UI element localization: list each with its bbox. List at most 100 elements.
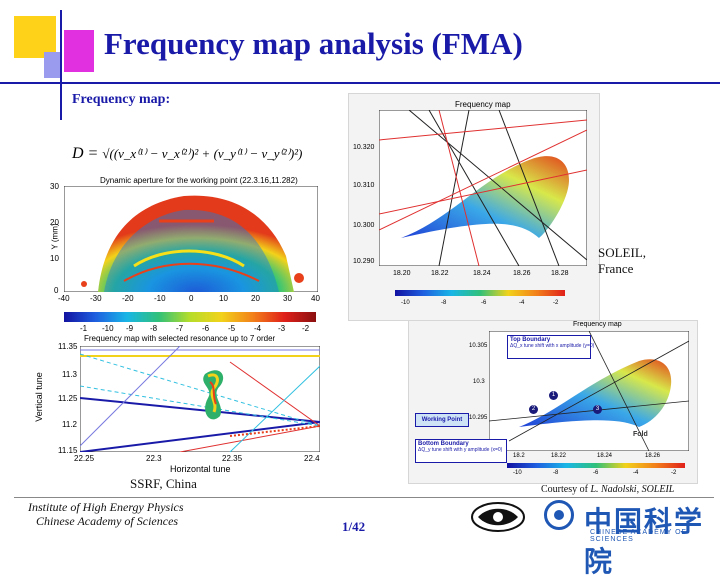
- tune-plot-canvas: [80, 346, 320, 452]
- cbar-tick: -6: [202, 324, 210, 333]
- top-boundary-title: Top Boundary: [510, 337, 551, 343]
- xtick: -10: [154, 294, 166, 303]
- xtick: 18.2: [513, 453, 525, 459]
- xtick: 22.25: [74, 454, 95, 463]
- fold-label: Fold: [633, 431, 648, 438]
- formula-lhs: D =: [72, 145, 103, 162]
- institute-line2: Chinese Academy of Sciences: [36, 514, 179, 528]
- label-ssrf: SSRF, China: [130, 476, 197, 491]
- deco-square-magenta: [64, 30, 94, 72]
- xtick: -40: [58, 294, 70, 303]
- ytick: 11.35: [58, 342, 78, 351]
- cbar-tick: -3: [278, 324, 286, 333]
- xtick: -20: [122, 294, 134, 303]
- ytick: 11.2: [62, 420, 77, 429]
- ytick: 30: [50, 182, 59, 191]
- formula: D = √((ν_x⁽¹⁾ − ν_x⁽²⁾)² + (ν_y⁽¹⁾ − ν_y…: [72, 145, 302, 163]
- xtick: 30: [283, 294, 292, 303]
- xtick: 18.28: [551, 270, 569, 277]
- courtesy-prefix: Courtesy of: [541, 484, 591, 495]
- bottom-boundary-box: Bottom Boundary ΔQ_y tune shift with y a…: [415, 439, 507, 463]
- institute-line1: Institute of High Energy Physics: [28, 500, 184, 514]
- xtick: 0: [189, 294, 194, 303]
- xtick: 18.26: [645, 453, 661, 459]
- ytick: 10.305: [469, 343, 488, 349]
- horizontal-rule: [0, 82, 720, 84]
- page-number: 1/42: [342, 519, 366, 534]
- deco-square-yellow: [14, 16, 56, 58]
- cbar-tick: -8: [150, 324, 158, 333]
- xtick: 18.22: [551, 453, 567, 459]
- working-point-box: Working Point: [415, 413, 469, 427]
- cbar-tick: -6: [481, 300, 487, 306]
- institute-name: Institute of High Energy Physics Chinese…: [28, 500, 184, 528]
- top-boundary-box: Top Boundary ΔQ_x tune shift with x ampl…: [507, 335, 595, 359]
- cbar-tick: -4: [633, 470, 639, 476]
- xtick: 22.3: [146, 454, 162, 463]
- ihep-logo-icon: [468, 500, 528, 534]
- marker-2: 2: [529, 405, 538, 414]
- cbar-tick: -10: [401, 300, 410, 306]
- annotated-frequency-map: Frequency map 10.305 10.3 10.295 Top Bou…: [408, 320, 698, 484]
- annotated-map-title: Frequency map: [573, 321, 622, 328]
- ytick: 10.295: [469, 415, 488, 421]
- marker-1: 1: [549, 391, 558, 400]
- ytick: 10.3: [473, 379, 485, 385]
- cbar-tick: -10: [513, 470, 522, 476]
- ytick: 0: [54, 286, 59, 295]
- ytick: 20: [50, 218, 59, 227]
- cbar-tick: -1: [80, 324, 88, 333]
- xtick: 10: [219, 294, 228, 303]
- cbar-tick: -9: [126, 324, 134, 333]
- colorbar-left: [64, 312, 316, 322]
- cbar-tick: -2: [671, 470, 677, 476]
- dynamic-aperture-yticks: 30 20 10 0: [50, 182, 64, 295]
- courtesy-note: Courtesy of L. Nadolski, SOLEIL: [541, 484, 674, 495]
- xtick: 18.24: [473, 270, 491, 277]
- cbar-tick: -10: [102, 324, 114, 333]
- cbar-tick: -4: [519, 300, 525, 306]
- soleil-frequency-map: Frequency map 10.320 10.310 10.300 10.29…: [348, 93, 600, 321]
- cbar-tick: -2: [553, 300, 559, 306]
- cbar-tick: -8: [553, 470, 559, 476]
- ytick: 10: [50, 254, 59, 263]
- ytick: 11.3: [62, 370, 77, 379]
- footer-rule: [14, 497, 714, 498]
- xtick: 18.20: [393, 270, 411, 277]
- deco-square-lightblue: [44, 52, 62, 78]
- colorbar-left-caption: Frequency map with selected resonance up…: [84, 334, 276, 343]
- xtick: 18.24: [597, 453, 613, 459]
- dynamic-aperture-plot: Dynamic aperture for the working point (…: [40, 172, 330, 307]
- top-boundary-desc: ΔQ_x tune shift with x amplitude (y=0): [510, 343, 595, 349]
- ytick: 10.300: [353, 222, 375, 229]
- cbar-tick: -8: [441, 300, 447, 306]
- ihep-logo-graphic: [471, 502, 525, 532]
- ytick: 10.290: [353, 258, 375, 265]
- annotated-colorbar: [507, 463, 685, 468]
- ytick: 10.320: [353, 144, 375, 151]
- courtesy-name: L. Nadolski, SOLEIL: [590, 484, 675, 495]
- cas-emblem-icon: [544, 500, 574, 530]
- xtick: -30: [90, 294, 102, 303]
- slide-subtitle: Frequency map:: [72, 92, 171, 107]
- dynamic-aperture-canvas: [64, 186, 318, 292]
- cbar-tick: -6: [593, 470, 599, 476]
- xtick: 22.35: [222, 454, 243, 463]
- xtick: 20: [251, 294, 260, 303]
- bottom-boundary-title: Bottom Boundary: [418, 441, 469, 447]
- formula-body: √((ν_x⁽¹⁾ − ν_x⁽²⁾)² + (ν_y⁽¹⁾ − ν_y⁽²⁾)…: [102, 146, 303, 161]
- soleil-map-title: Frequency map: [455, 100, 511, 109]
- cas-logo-english: CHINESE ACADEMY OF SCIENCES: [590, 529, 687, 543]
- xtick: 18.22: [431, 270, 449, 277]
- ytick: 11.25: [58, 394, 78, 403]
- ytick: 10.310: [353, 182, 375, 189]
- tune-plot-xlabel: Horizontal tune: [170, 464, 231, 474]
- label-soleil: SOLEIL, France: [598, 245, 647, 276]
- soleil-map-canvas: [379, 110, 587, 266]
- vertical-rule: [60, 10, 62, 120]
- slide-title: Frequency map analysis (FMA): [104, 26, 523, 61]
- cbar-tick: -5: [228, 324, 236, 333]
- soleil-colorbar: [395, 290, 565, 296]
- xtick: 40: [311, 294, 320, 303]
- marker-3: 3: [593, 405, 602, 414]
